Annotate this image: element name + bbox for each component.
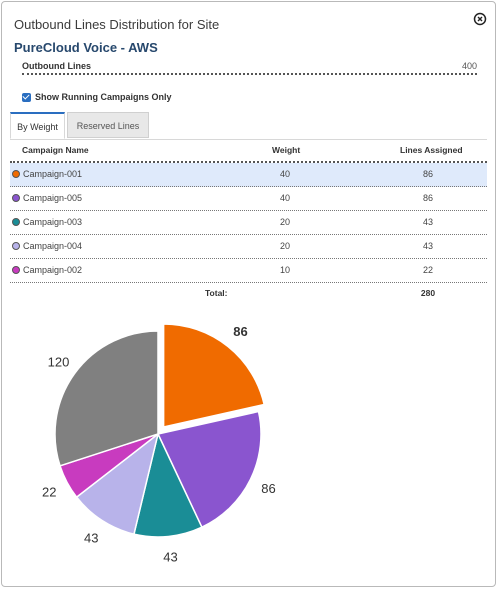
close-icon[interactable] bbox=[473, 12, 487, 26]
lines-assigned-cell: 43 bbox=[422, 217, 433, 227]
table-row[interactable]: Campaign-004 20 43 bbox=[10, 235, 487, 259]
campaign-name-cell: Campaign-002 bbox=[12, 265, 82, 275]
show-running-label: Show Running Campaigns Only bbox=[35, 92, 172, 102]
campaign-table: Campaign Name Weight Lines Assigned Camp… bbox=[10, 139, 487, 303]
table-row[interactable]: Campaign-001 40 86 bbox=[10, 163, 487, 187]
campaign-name: Campaign-004 bbox=[23, 241, 83, 251]
outbound-lines-label: Outbound Lines bbox=[22, 61, 91, 71]
header-weight[interactable]: Weight bbox=[272, 145, 301, 155]
campaign-name: Campaign-005 bbox=[23, 193, 83, 203]
pie-value-label: 22 bbox=[42, 485, 56, 500]
pie-value-label: 86 bbox=[261, 481, 275, 496]
tab-bar: By Weight Reserved Lines bbox=[10, 112, 487, 140]
lines-assigned-cell: 86 bbox=[422, 193, 433, 203]
pie-value-label: 86 bbox=[233, 324, 247, 339]
pie-slice[interactable] bbox=[133, 431, 203, 538]
pie-slice[interactable] bbox=[54, 330, 159, 467]
total-row: Total: 280 bbox=[10, 283, 487, 303]
show-running-checkbox[interactable] bbox=[22, 92, 31, 102]
weight-cell: 20 bbox=[279, 217, 290, 227]
weight-cell: 40 bbox=[279, 169, 290, 179]
show-running-toggle[interactable]: Show Running Campaigns Only bbox=[22, 90, 172, 104]
campaign-name: Campaign-003 bbox=[23, 217, 83, 227]
table-row[interactable]: Campaign-002 10 22 bbox=[10, 259, 487, 283]
header-lines-assigned[interactable]: Lines Assigned bbox=[400, 145, 463, 155]
weight-cell: 10 bbox=[279, 265, 290, 275]
dialog-title: Outbound Lines Distribution for Site bbox=[14, 17, 220, 32]
campaign-color-swatch bbox=[12, 194, 20, 202]
campaign-name-cell: Campaign-003 bbox=[12, 217, 82, 227]
lines-assigned-cell: 86 bbox=[422, 169, 433, 179]
pie-value-label: 43 bbox=[84, 530, 98, 545]
outbound-lines-value: 400 bbox=[461, 61, 477, 71]
total-label: Total: bbox=[205, 288, 228, 298]
pie-slice[interactable] bbox=[156, 410, 262, 529]
pie-value-label: 120 bbox=[48, 355, 70, 370]
weight-cell: 40 bbox=[279, 193, 290, 203]
table-row[interactable]: Campaign-003 20 43 bbox=[10, 211, 487, 235]
campaign-name-cell: Campaign-004 bbox=[12, 241, 82, 251]
campaign-name: Campaign-001 bbox=[23, 169, 83, 179]
campaign-color-swatch bbox=[12, 218, 20, 226]
campaign-name-cell: Campaign-005 bbox=[12, 193, 82, 203]
lines-assigned-cell: 22 bbox=[422, 265, 433, 275]
pie-slice[interactable] bbox=[162, 323, 266, 428]
campaign-color-swatch bbox=[12, 242, 20, 250]
site-name: PureCloud Voice - AWS bbox=[14, 40, 158, 55]
tab-reserved-lines[interactable]: Reserved Lines bbox=[67, 112, 149, 138]
table-header: Campaign Name Weight Lines Assigned bbox=[10, 139, 487, 163]
pie-value-label: 43 bbox=[163, 549, 177, 564]
weight-cell: 20 bbox=[279, 241, 290, 251]
outbound-lines-row: Outbound Lines 400 bbox=[22, 61, 477, 75]
campaign-color-swatch bbox=[12, 170, 20, 178]
lines-assigned-cell: 43 bbox=[422, 241, 433, 251]
campaign-name: Campaign-002 bbox=[23, 265, 83, 275]
total-value: 280 bbox=[420, 288, 436, 298]
header-campaign-name[interactable]: Campaign Name bbox=[22, 145, 89, 155]
pie-slice[interactable] bbox=[75, 432, 160, 536]
table-row[interactable]: Campaign-005 40 86 bbox=[10, 187, 487, 211]
lines-pie-chart: 86 86 43 43 22 120 bbox=[42, 323, 276, 564]
campaign-name-cell: Campaign-001 bbox=[12, 169, 82, 179]
campaign-color-swatch bbox=[12, 266, 20, 274]
tab-by-weight[interactable]: By Weight bbox=[10, 112, 65, 139]
